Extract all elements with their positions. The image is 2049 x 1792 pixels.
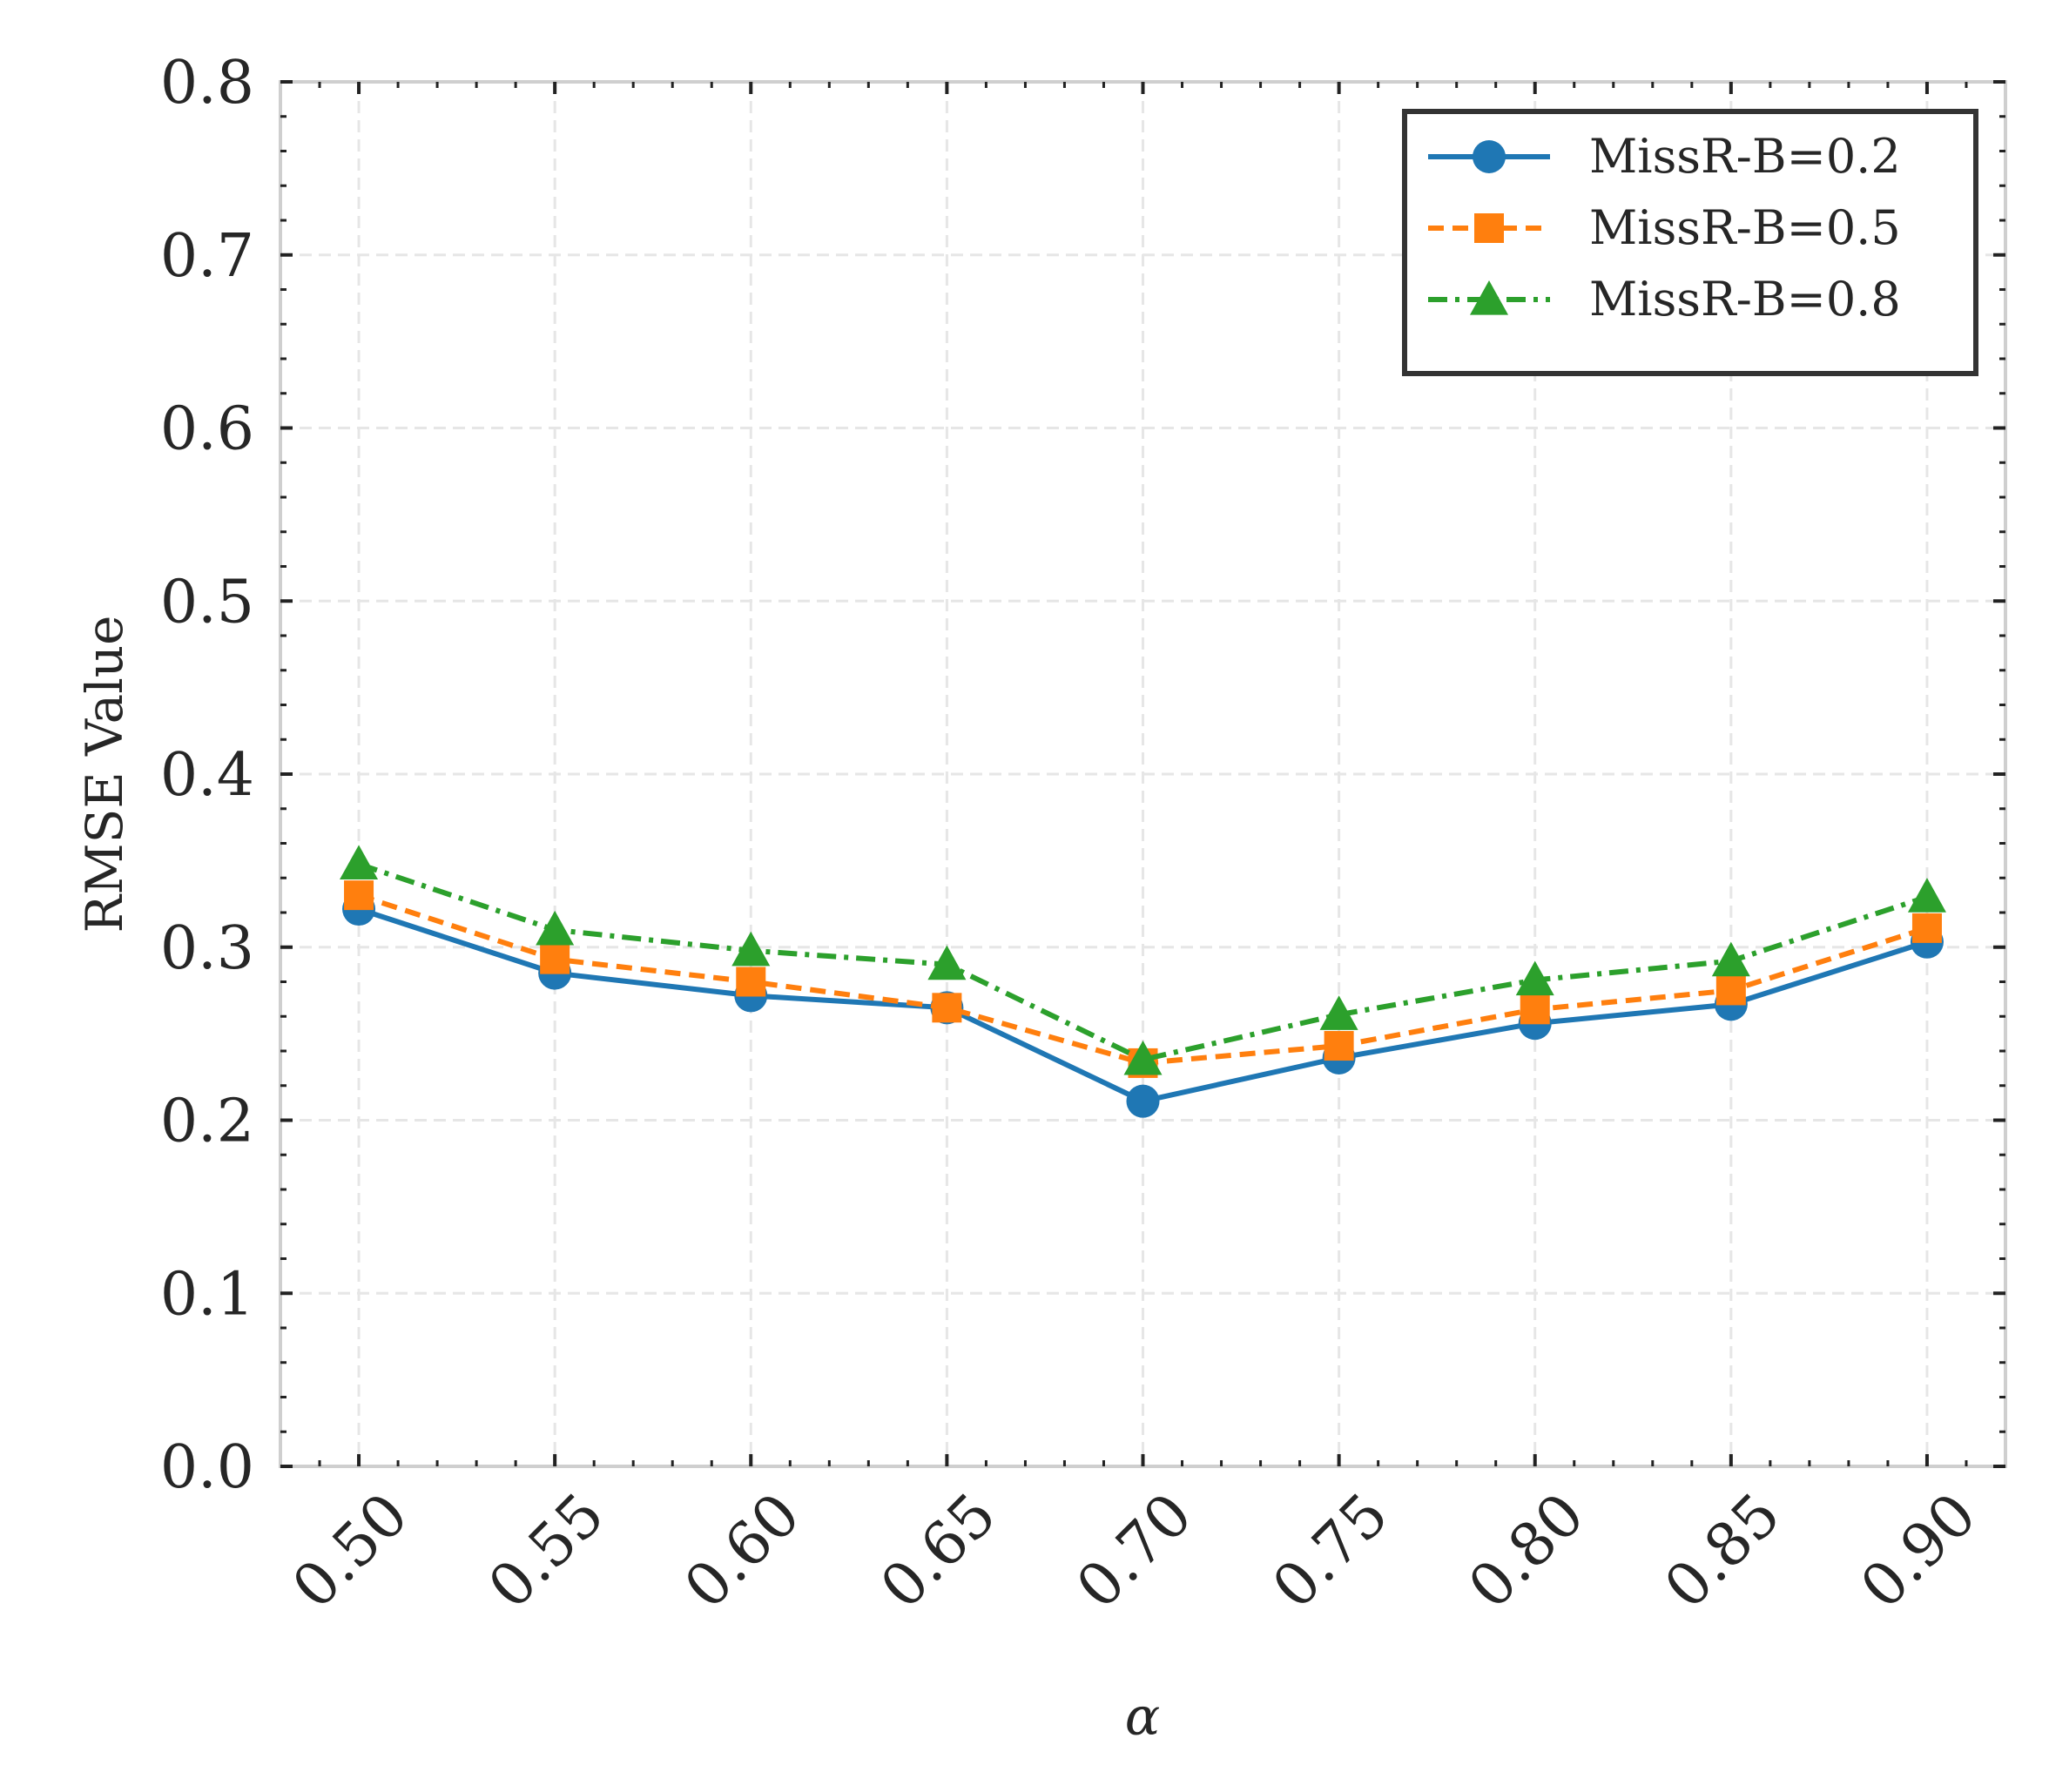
grid [280, 82, 2005, 1466]
data-point [1324, 1031, 1354, 1061]
data-point [1123, 1040, 1163, 1075]
legend-marker [1470, 280, 1508, 315]
data-point [736, 967, 766, 997]
data-point [1520, 994, 1550, 1025]
data-point [1319, 995, 1358, 1030]
y-tick-label: 0.4 [160, 741, 254, 810]
x-tick-label: 0.60 [671, 1480, 813, 1622]
x-tick-label: 0.65 [867, 1480, 1009, 1622]
data-point [927, 945, 967, 980]
y-tick-label: 0.6 [160, 395, 254, 464]
x-tick-label: 0.55 [475, 1480, 617, 1622]
y-tick-label: 0.0 [160, 1433, 254, 1502]
y-tick-label: 0.1 [160, 1260, 254, 1329]
x-tick-label: 0.80 [1456, 1480, 1598, 1622]
y-tick-label: 0.2 [160, 1088, 254, 1156]
x-tick-label: 0.50 [280, 1480, 421, 1622]
data-point [536, 910, 575, 946]
series-line [358, 861, 1928, 1062]
legend: MissR-B=0.2 MissR-B=0.5 MissR-B=0.8 [1402, 109, 1978, 376]
data-point [1911, 913, 1942, 943]
x-tick-label: 0.90 [1848, 1480, 1990, 1622]
data-point [731, 931, 771, 967]
x-tick-labels: 0.50 0.55 0.60 0.65 0.70 0.75 0.80 0.85 0.90 [280, 1480, 1990, 1622]
x-tick-label: 0.75 [1260, 1480, 1402, 1622]
legend-marker [1474, 213, 1504, 243]
y-tick-label: 0.8 [160, 49, 254, 118]
series-2 [340, 845, 1946, 1075]
y-axis-title: RMSE Value [75, 616, 134, 933]
y-tick-label: 0.5 [160, 568, 254, 637]
x-axis-title: α [1125, 1687, 1161, 1748]
data-point [932, 993, 962, 1023]
legend-marker [1473, 140, 1506, 173]
data-point [1711, 941, 1750, 977]
series-layer [340, 845, 1946, 1118]
y-tick-label: 0.3 [160, 914, 254, 983]
x-tick-label: 0.70 [1064, 1480, 1206, 1622]
y-tick-labels: 0.0 0.1 0.2 0.3 0.4 0.5 0.6 0.7 0.8 [160, 49, 254, 1502]
legend-label: MissR-B=0.2 [1589, 129, 1901, 184]
legend-label: MissR-B=0.8 [1589, 272, 1901, 327]
legend-label: MissR-B=0.5 [1589, 200, 1901, 255]
axis-ticks [280, 80, 2005, 1468]
y-tick-label: 0.7 [160, 222, 254, 291]
data-point [1126, 1084, 1160, 1118]
data-point [340, 845, 379, 879]
data-point [344, 880, 374, 911]
data-point [1715, 975, 1746, 1006]
data-point [1515, 960, 1554, 996]
data-point [540, 944, 570, 974]
x-tick-label: 0.85 [1652, 1480, 1794, 1622]
data-point [1907, 878, 1946, 913]
